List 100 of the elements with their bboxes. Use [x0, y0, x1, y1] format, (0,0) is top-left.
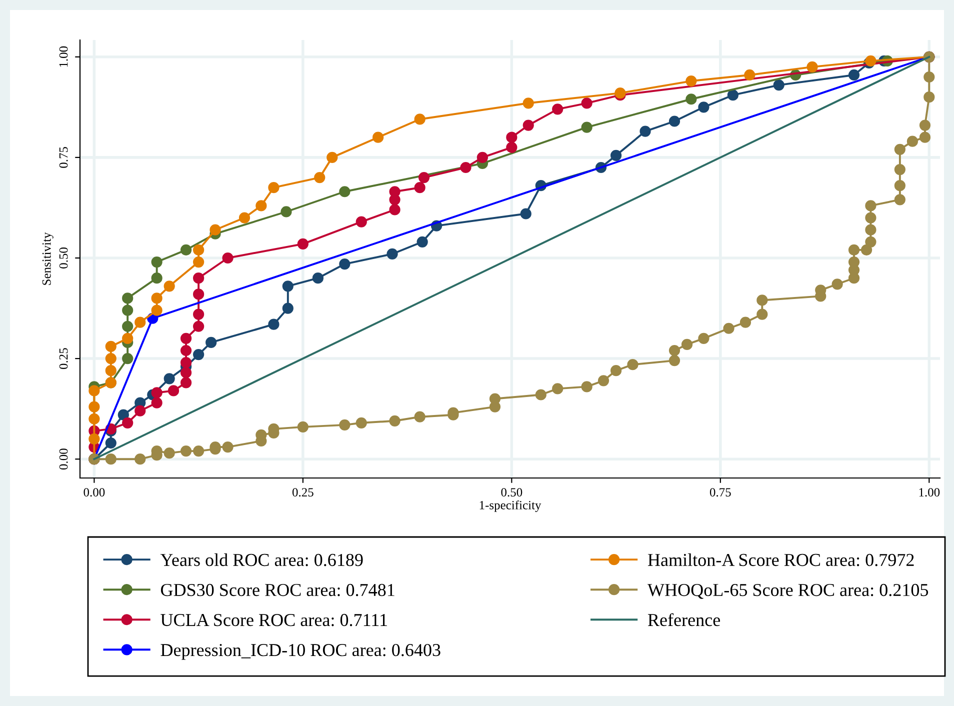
point [88, 433, 100, 445]
point [193, 244, 204, 256]
point [865, 200, 876, 212]
point [865, 212, 876, 224]
point [122, 332, 134, 344]
point [389, 415, 400, 426]
point [723, 322, 734, 334]
point [151, 256, 162, 268]
point [698, 102, 710, 113]
point [535, 389, 546, 400]
point [356, 417, 367, 428]
point [297, 238, 308, 250]
point [88, 413, 100, 424]
point [164, 280, 175, 292]
point [894, 144, 906, 155]
point [372, 132, 384, 143]
point [414, 114, 426, 125]
point [122, 320, 134, 332]
point [610, 150, 622, 161]
point [193, 272, 204, 284]
point [180, 332, 192, 344]
point [894, 164, 906, 176]
point [105, 437, 116, 449]
point [193, 320, 204, 332]
point [151, 272, 162, 284]
point [210, 224, 221, 236]
point [506, 142, 518, 153]
point [134, 316, 146, 328]
point [180, 377, 192, 388]
point [756, 308, 768, 320]
point [238, 212, 250, 224]
point [105, 365, 116, 376]
point [581, 122, 592, 133]
point [552, 104, 564, 115]
point [522, 98, 534, 109]
point [640, 126, 651, 137]
point [314, 172, 326, 184]
point [416, 236, 428, 248]
point [744, 69, 756, 81]
point [756, 294, 768, 306]
point [280, 206, 292, 218]
point [118, 409, 129, 420]
point [151, 292, 162, 304]
point [339, 419, 350, 430]
point [88, 401, 100, 412]
point [122, 417, 134, 428]
point [924, 71, 935, 83]
x-tick-label: 0.25 [292, 488, 314, 497]
point [180, 244, 192, 256]
point [122, 292, 134, 304]
point [151, 387, 162, 398]
point [476, 152, 488, 163]
point [686, 94, 697, 105]
point [522, 120, 534, 131]
point [865, 236, 876, 248]
y-tick-label: 0.50 [59, 248, 68, 268]
point [552, 383, 564, 394]
point [312, 272, 324, 284]
point [414, 182, 426, 194]
point [282, 280, 294, 292]
point [924, 92, 935, 103]
point [698, 332, 710, 344]
point [339, 258, 350, 270]
point [418, 172, 430, 184]
point [773, 79, 784, 91]
y-tick-label: 1.00 [59, 46, 68, 67]
point [268, 318, 280, 330]
point [848, 244, 860, 256]
point [168, 385, 180, 396]
legend-label: Reference [648, 613, 720, 626]
point [627, 359, 638, 370]
point [105, 340, 116, 352]
point [268, 182, 280, 194]
point [489, 393, 501, 404]
point [668, 116, 680, 127]
point [865, 224, 876, 236]
legend-label: WHOQoL-65 Score ROC area: 0.2105 [647, 584, 928, 599]
point [386, 248, 398, 260]
point [193, 288, 204, 300]
point [105, 454, 116, 465]
point [906, 136, 918, 147]
point [727, 90, 738, 101]
x-tick-label: 0.75 [710, 488, 731, 497]
legend-label: Depression_ICD-10 ROC area: 0.6403 [160, 644, 440, 660]
y-tick-label: 0.00 [59, 448, 68, 470]
legend-label: UCLA Score ROC area: 0.7111 [160, 614, 387, 626]
legend-label: Years old ROC area: 0.6189 [160, 553, 363, 566]
point [460, 162, 472, 174]
point [520, 208, 532, 220]
point [151, 304, 162, 316]
point [193, 348, 204, 360]
point [389, 186, 400, 198]
point [105, 352, 116, 364]
point [686, 75, 697, 87]
point [134, 405, 146, 416]
y-tick-label: 0.75 [59, 146, 68, 168]
point [740, 316, 752, 328]
point [414, 411, 426, 422]
point [339, 186, 350, 198]
point [122, 304, 134, 316]
